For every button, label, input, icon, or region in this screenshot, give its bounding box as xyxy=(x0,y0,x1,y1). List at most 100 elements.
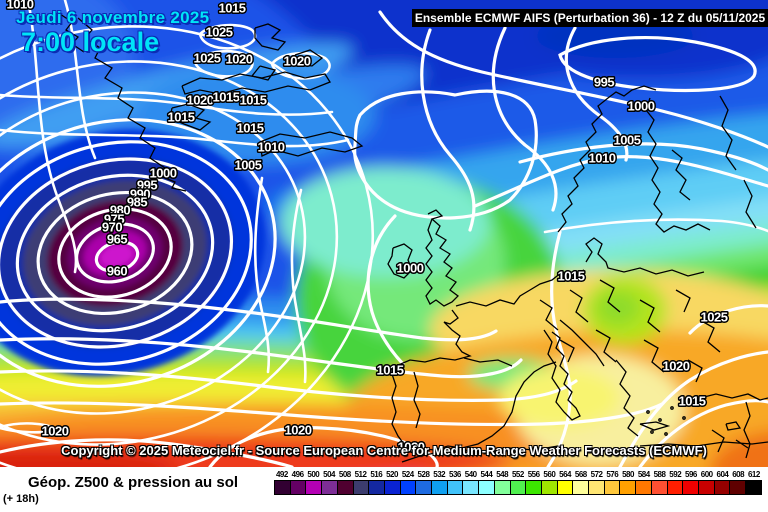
forecast-lead-time: (+ 18h) xyxy=(3,493,39,505)
pressure-label: 1020 xyxy=(398,439,425,454)
scale-color-cell xyxy=(369,481,385,494)
scale-color-cell xyxy=(290,481,307,494)
pressure-label: 990 xyxy=(130,186,150,201)
scale-tick: 588 xyxy=(653,470,666,479)
scale-tick: 540 xyxy=(464,470,477,479)
scale-tick: 556 xyxy=(527,470,540,479)
scale-color-cell xyxy=(353,481,370,494)
scale-color-cell xyxy=(510,481,527,494)
copyright-notice: Copyright © 2025 Meteociel.fr - Source E… xyxy=(61,443,707,458)
scale-color-cell xyxy=(494,481,511,494)
scale-tick: 608 xyxy=(732,470,745,479)
pressure-label: 1015 xyxy=(240,92,267,107)
scale-tick: 544 xyxy=(480,470,493,479)
pressure-label: 995 xyxy=(594,74,614,89)
scale-color-cell xyxy=(698,481,715,494)
pressure-label: 1025 xyxy=(194,50,221,65)
map-caption: Géop. Z500 & pression au sol xyxy=(28,474,239,491)
scale-color-cell xyxy=(683,481,699,494)
pressure-label: 1020 xyxy=(42,423,69,438)
pressure-label: 1020 xyxy=(187,92,214,107)
pressure-label: 1010 xyxy=(7,0,34,11)
scale-tick: 564 xyxy=(559,470,572,479)
scale-color-cell xyxy=(604,481,621,494)
pressure-label: 1020 xyxy=(663,358,690,373)
scale-tick: 548 xyxy=(496,470,509,479)
scale-tick: 552 xyxy=(511,470,524,479)
pressure-label: 1015 xyxy=(168,109,195,124)
pressure-label: 970 xyxy=(102,219,122,234)
scale-color-cell xyxy=(573,481,590,494)
scale-tick: 496 xyxy=(291,470,304,479)
pressure-label: 1000 xyxy=(150,165,177,180)
scale-tick: 504 xyxy=(323,470,335,479)
scale-tick: 580 xyxy=(622,470,634,479)
scale-color-cell xyxy=(479,481,495,494)
scale-tick: 508 xyxy=(338,470,351,479)
scale-tick: 584 xyxy=(637,470,650,479)
scale-color-cell xyxy=(526,481,542,494)
pressure-label: 1000 xyxy=(628,98,655,113)
scale-color-cell xyxy=(275,481,291,494)
pressure-label: 1015 xyxy=(213,89,240,104)
scale-color-bar xyxy=(274,480,762,495)
legend-footer: Géop. Z500 & pression au sol (+ 18h) 492… xyxy=(0,467,768,512)
forecast-date: Jeudi 6 novembre 2025 xyxy=(16,8,210,27)
pressure-label: 1020 xyxy=(226,51,253,66)
scale-color-cell xyxy=(463,481,480,494)
pressure-label: 1015 xyxy=(679,393,706,408)
scale-color-cell xyxy=(620,481,637,494)
scale-tick: 536 xyxy=(449,470,461,479)
scale-color-cell xyxy=(541,481,558,494)
forecast-local-time: 7:00 locale xyxy=(21,27,160,57)
scale-tick: 600 xyxy=(700,470,713,479)
scale-color-cell xyxy=(730,481,747,494)
coastlines xyxy=(59,13,768,463)
scale-tick: 532 xyxy=(433,470,446,479)
scale-color-cell xyxy=(557,481,574,494)
isobar-contours xyxy=(0,0,768,467)
pressure-label: 965 xyxy=(107,231,127,246)
scale-tick: 560 xyxy=(543,470,556,479)
scale-tick-labels: 492 496 500 504 508 512 516 520 524 528 532 536 540 5… xyxy=(274,470,762,479)
pressure-label: 980 xyxy=(110,202,130,217)
pressure-label: 1020 xyxy=(285,422,312,437)
scale-color-cell xyxy=(447,481,464,494)
scale-tick: 576 xyxy=(606,470,619,479)
pressure-label: 1010 xyxy=(258,139,285,154)
low-center-fill xyxy=(0,129,266,377)
pressure-label: 1015 xyxy=(377,362,404,377)
scale-tick: 528 xyxy=(417,470,430,479)
pressure-label: 1005 xyxy=(235,157,262,172)
scale-tick: 512 xyxy=(354,470,367,479)
pressure-label: 1020 xyxy=(284,53,311,68)
scale-tick: 520 xyxy=(386,470,398,479)
pressure-label: 1000 xyxy=(397,260,424,275)
scale-color-cell xyxy=(306,481,323,494)
scale-color-cell xyxy=(400,481,417,494)
pressure-label: 995 xyxy=(137,177,157,192)
scale-color-cell xyxy=(667,481,684,494)
pressure-label: 1005 xyxy=(614,132,641,147)
pressure-label: 985 xyxy=(127,194,147,209)
scale-tick: 500 xyxy=(307,470,320,479)
scale-color-cell xyxy=(322,481,338,494)
scale-color-cell xyxy=(589,481,605,494)
pressure-map: 1010 1015 1025 1025 1020 1020 1020 1015 1015 1015… xyxy=(0,0,768,467)
scale-tick: 592 xyxy=(669,470,682,479)
pressure-label: 1015 xyxy=(558,268,585,283)
scale-tick: 516 xyxy=(370,470,383,479)
scale-tick: 568 xyxy=(574,470,587,479)
model-info-text: Ensemble ECMWF AIFS (Perturbation 36) - … xyxy=(414,11,766,25)
scale-color-cell xyxy=(384,481,401,494)
scale-tick: 572 xyxy=(590,470,603,479)
pressure-label: 1025 xyxy=(206,24,233,39)
scale-tick: 604 xyxy=(716,470,729,479)
pressure-label: 1025 xyxy=(701,309,728,324)
scale-tick: 596 xyxy=(685,470,697,479)
scale-color-cell xyxy=(714,481,731,494)
scale-color-cell xyxy=(432,481,448,494)
scale-color-cell xyxy=(337,481,354,494)
